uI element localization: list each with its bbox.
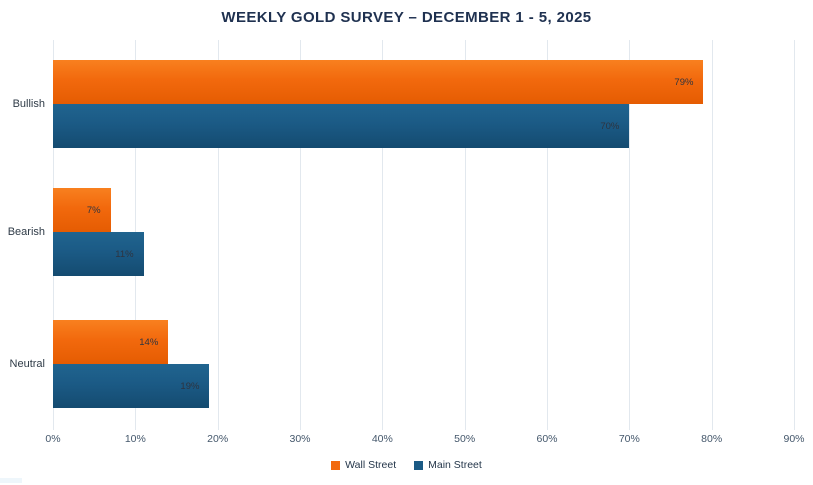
bar-neutral-main-street: 19% [53,364,210,408]
x-tick-label: 0% [45,433,61,445]
chart-title: WEEKLY GOLD SURVEY – DECEMBER 1 - 5, 202… [221,9,592,26]
legend-label-main-street: Main Street [428,459,482,471]
bar-value-label: 70% [600,120,620,132]
category-label-bullish: Bullish [12,98,45,110]
bar-bullish-main-street: 70% [53,104,630,148]
gridline [629,40,631,430]
legend-item-main-street: Main Street [414,459,482,471]
gridline [711,40,713,430]
gridline [547,40,548,430]
gridline [464,40,466,430]
x-tick-label: 70% [618,433,640,445]
bar-value-label: 79% [674,76,694,88]
wall-street-swatch-icon [331,460,341,470]
x-tick-label: 50% [454,433,476,445]
x-tick-label: 20% [207,433,229,445]
x-tick-label: 60% [536,433,558,445]
bar-value-label: 11% [115,248,134,260]
legend: Wall Street Main Street [0,459,813,471]
bottom-left-artifact [0,478,22,483]
legend-item-wall-street: Wall Street [331,459,396,471]
category-label-neutral: Neutral [9,358,45,370]
plot-area: 79% 70% 7% 11% 14% 19% [53,40,795,430]
bar-bullish-wall-street: 79% [53,60,704,104]
bar-value-label: 14% [139,336,159,348]
gridline [217,40,219,430]
x-tick-label: 30% [289,433,311,445]
x-tick-label: 10% [124,433,146,445]
bar-value-label: 19% [180,380,200,392]
x-tick-label: 40% [371,433,393,445]
gridline [300,40,301,430]
bar-bearish-main-street: 11% [53,232,144,276]
main-street-swatch-icon [414,460,424,470]
x-tick-label: 90% [783,433,805,445]
category-label-bearish: Bearish [7,226,45,238]
gridline [794,40,795,430]
bar-value-label: 7% [86,204,101,216]
gridline [382,40,384,430]
bar-bearish-wall-street: 7% [53,188,111,232]
x-tick-label: 80% [701,433,723,445]
legend-label-wall-street: Wall Street [345,459,397,471]
bar-neutral-wall-street: 14% [53,320,169,364]
